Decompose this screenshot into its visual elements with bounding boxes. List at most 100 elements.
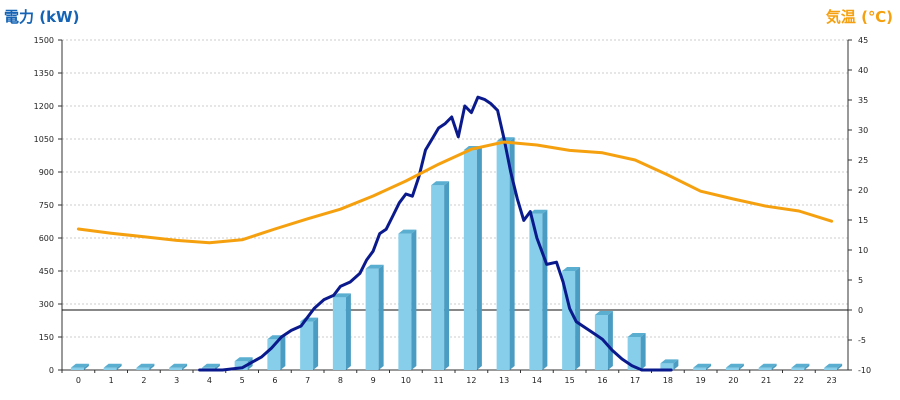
bar-top: [169, 363, 188, 368]
bar-top: [660, 359, 679, 364]
bar-top: [234, 357, 253, 362]
bar-top: [725, 363, 744, 368]
bar-top: [398, 229, 417, 234]
left-tick-label: 450: [39, 267, 54, 276]
temperature-line: [76, 140, 834, 245]
bar-front: [365, 268, 379, 370]
bar-top: [365, 264, 384, 269]
x-tick-label: 22: [794, 376, 804, 385]
bar-top: [791, 363, 810, 368]
bar-side: [345, 293, 351, 370]
bar-front: [300, 321, 314, 370]
bar-top: [627, 333, 646, 337]
bar-side: [804, 363, 810, 370]
right-axis-title: 気温 (℃): [826, 8, 893, 26]
bar-side: [738, 363, 744, 370]
power-line: [198, 95, 673, 372]
bar-front: [234, 361, 248, 370]
bar-side: [706, 363, 712, 370]
bar-side: [182, 363, 188, 370]
bar-front: [529, 213, 543, 370]
bar-side: [378, 264, 384, 370]
bar: [496, 137, 515, 370]
x-tick-label: 18: [663, 376, 673, 385]
bar: [758, 363, 777, 370]
left-tick-label: 750: [39, 201, 54, 210]
bar-side: [116, 363, 122, 370]
right-tick-label: 30: [858, 126, 868, 135]
bar-side: [411, 229, 417, 370]
right-tick-label: -5: [858, 336, 866, 345]
x-tick-label: 14: [532, 376, 542, 385]
bar: [594, 311, 613, 370]
left-tick-label: 150: [39, 333, 54, 342]
tick-labels: 01503004506007509001050120013501500-10-5…: [34, 36, 871, 385]
bar-front: [693, 367, 707, 370]
bar: [627, 333, 646, 370]
x-tick-label: 7: [305, 376, 310, 385]
right-tick-label: 35: [858, 96, 868, 105]
bar-front: [791, 367, 805, 370]
bar-top: [431, 181, 450, 186]
bar: [332, 293, 351, 370]
x-tick-label: 12: [466, 376, 476, 385]
x-tick-label: 20: [728, 376, 738, 385]
right-tick-label: 15: [858, 216, 868, 225]
bar: [103, 363, 122, 370]
line-series: [76, 95, 834, 372]
left-tick-label: 0: [49, 366, 54, 375]
bar-top: [70, 363, 89, 368]
bar-front: [463, 150, 477, 370]
bar-front: [398, 233, 412, 370]
left-tick-label: 300: [39, 300, 54, 309]
right-tick-label: 25: [858, 156, 868, 165]
bar: [463, 146, 482, 370]
right-tick-label: 40: [858, 66, 868, 75]
bar-top: [693, 363, 712, 368]
axes: [58, 39, 852, 373]
bar-side: [837, 363, 843, 370]
x-tick-label: 5: [240, 376, 245, 385]
bar: [300, 317, 319, 370]
right-tick-label: 0: [858, 306, 863, 315]
bar-series: [70, 137, 843, 370]
bar-side: [280, 335, 286, 370]
bar-front: [70, 367, 84, 370]
bar-side: [640, 333, 646, 370]
bar-front: [332, 297, 346, 370]
x-tick-label: 2: [141, 376, 146, 385]
bar-top: [201, 363, 220, 368]
bar-side: [575, 267, 581, 370]
right-tick-label: -10: [858, 366, 871, 375]
bar-side: [542, 209, 548, 370]
bar-front: [594, 315, 608, 370]
bar-side: [509, 137, 515, 370]
bar-side: [149, 363, 155, 370]
bar-front: [103, 367, 117, 370]
bar: [136, 363, 155, 370]
bar-front: [136, 367, 150, 370]
bar-top: [136, 363, 155, 368]
bar-side: [83, 363, 89, 370]
left-tick-label: 900: [39, 168, 54, 177]
bar: [693, 363, 712, 370]
x-tick-label: 21: [761, 376, 771, 385]
bar: [431, 181, 450, 370]
bar: [529, 209, 548, 370]
bar: [824, 363, 843, 370]
left-tick-label: 1500: [34, 36, 54, 45]
x-tick-label: 6: [272, 376, 277, 385]
bar-side: [313, 317, 319, 370]
bar: [562, 267, 581, 370]
gridlines: [62, 39, 848, 338]
bar: [169, 363, 188, 370]
bar-front: [496, 141, 510, 370]
x-tick-label: 13: [499, 376, 509, 385]
bar-top: [332, 293, 351, 298]
bar-side: [476, 146, 482, 370]
bar-front: [660, 363, 674, 370]
right-tick-label: 45: [858, 36, 868, 45]
x-tick-label: 17: [630, 376, 640, 385]
